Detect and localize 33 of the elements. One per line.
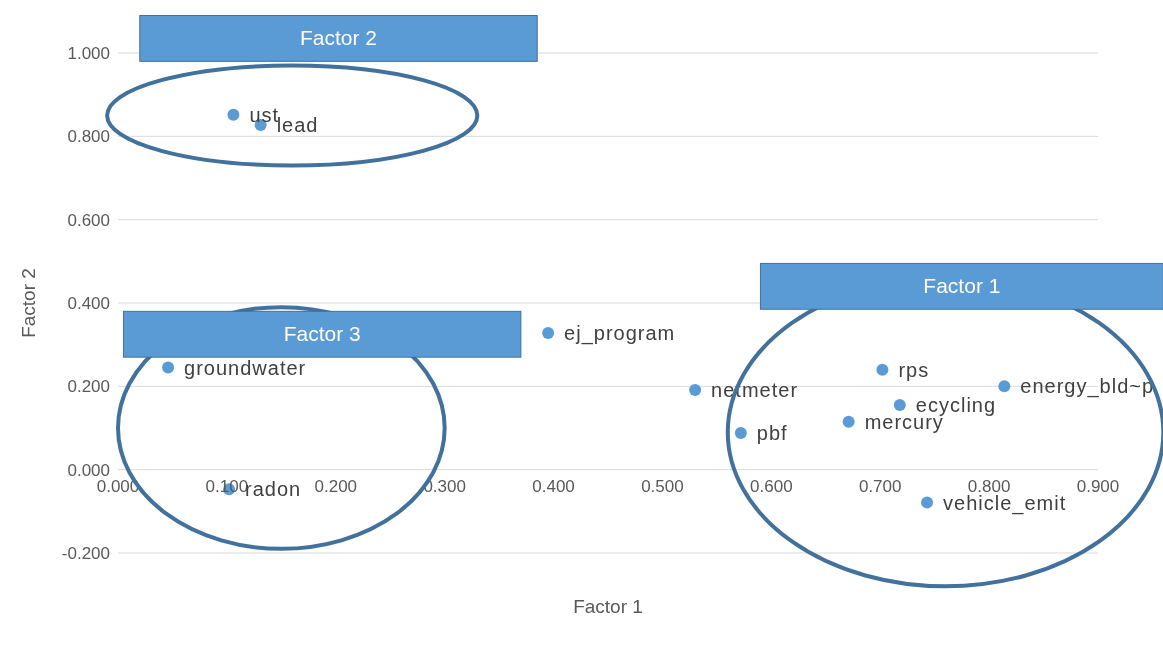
point — [542, 327, 555, 339]
point — [734, 427, 747, 439]
x-tick-label: 0.600 — [750, 476, 793, 496]
x-tick-label: 0.700 — [858, 476, 902, 496]
annotation: groundwater — [184, 356, 307, 379]
point — [689, 384, 702, 397]
annotation: Factor 3 — [283, 322, 361, 346]
point — [998, 380, 1011, 393]
annotation: rps — [898, 358, 930, 381]
point — [162, 361, 175, 374]
point — [893, 399, 906, 412]
x-tick-label: 0.200 — [314, 476, 358, 496]
y-tick-label: 0.800 — [67, 127, 110, 147]
point — [876, 363, 889, 376]
x-tick-label: 0.900 — [1076, 476, 1120, 496]
point — [842, 415, 855, 428]
annotation: pbf — [756, 422, 788, 444]
x-axis-title: Factor 1 — [573, 596, 643, 617]
y-tick-label: -0.200 — [61, 544, 110, 564]
annotation: Factor 1 — [923, 274, 1001, 298]
y-tick-label: 0.000 — [67, 460, 110, 480]
y-tick-label: 1.000 — [67, 44, 110, 64]
x-tick-label: 0.500 — [641, 476, 684, 496]
y-tick-label: 0.600 — [67, 210, 110, 230]
text: Factor 2 — [299, 26, 378, 50]
point — [921, 496, 934, 509]
y-tick-label: 0.400 — [67, 294, 110, 314]
y-axis-title: Factor 2 — [17, 268, 39, 338]
annotation: ej_program — [564, 322, 676, 345]
point — [227, 108, 240, 121]
annotation: energy_bld~p — [1020, 375, 1155, 399]
y-tick-label: 0.200 — [67, 377, 110, 397]
x-tick-label: 0.400 — [532, 476, 575, 496]
